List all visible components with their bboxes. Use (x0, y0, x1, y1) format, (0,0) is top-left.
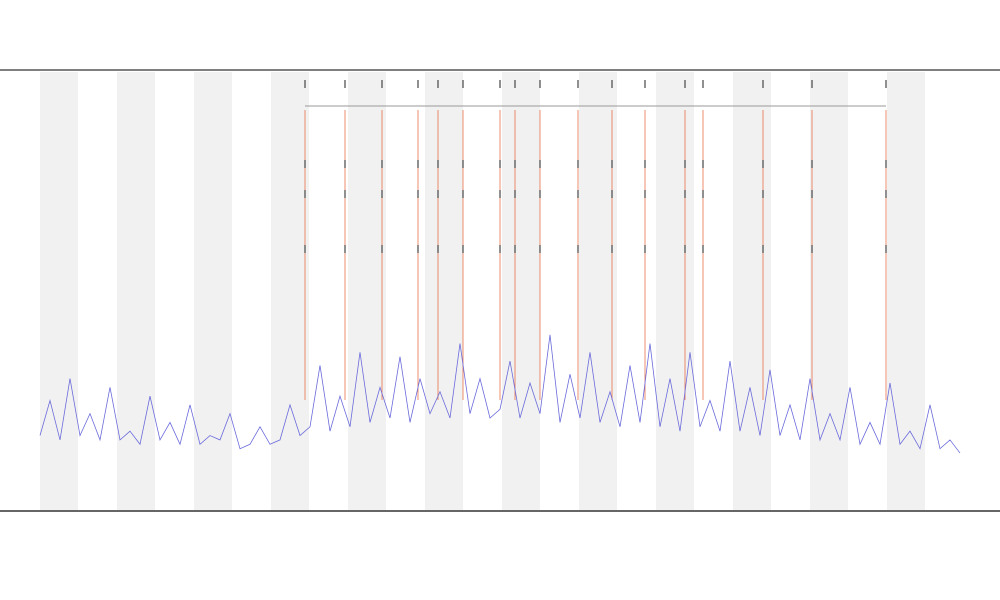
band (579, 72, 617, 510)
band (733, 72, 771, 510)
band (656, 72, 694, 510)
band (271, 72, 309, 510)
band (40, 72, 78, 510)
series-line (39, 334, 961, 454)
band (425, 72, 463, 510)
band (502, 72, 540, 510)
band (887, 72, 925, 510)
band (348, 72, 386, 510)
band (810, 72, 848, 510)
plot-area (39, 80, 961, 454)
band (117, 72, 155, 510)
background-bands (40, 72, 925, 510)
